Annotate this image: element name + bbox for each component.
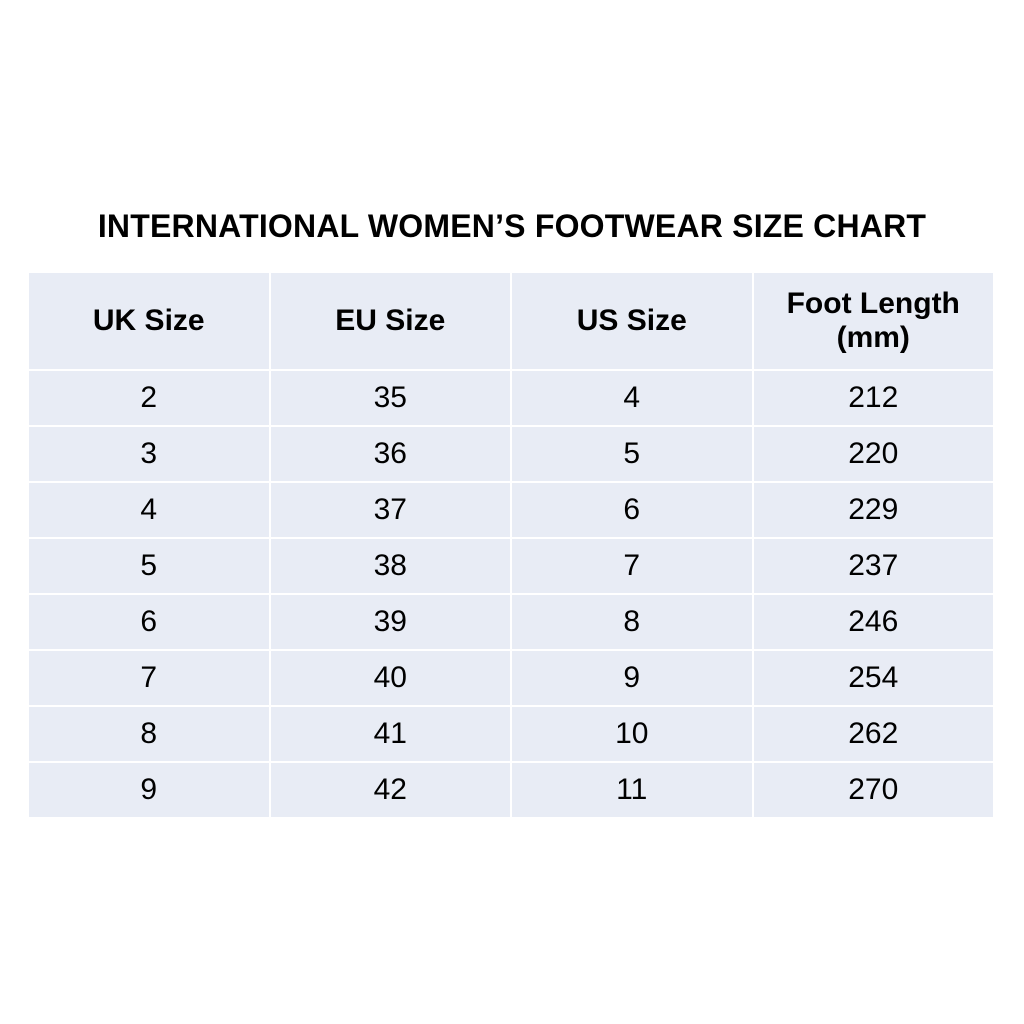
table-row: 4 37 6 229 (27, 481, 995, 539)
cell-us-size: 4 (510, 369, 754, 427)
header-eu-size: EU Size (268, 271, 512, 371)
cell-uk-size: 4 (27, 481, 271, 539)
header-row: UK Size EU Size US Size Foot Length (mm) (27, 271, 995, 371)
cell-foot-length: 270 (751, 761, 995, 819)
table-row: 6 39 8 246 (27, 593, 995, 651)
chart-title: INTERNATIONAL WOMEN’S FOOTWEAR SIZE CHAR… (97, 208, 927, 244)
cell-us-size: 5 (510, 425, 754, 483)
cell-foot-length: 246 (751, 593, 995, 651)
cell-us-size: 11 (510, 761, 754, 819)
cell-foot-length: 229 (751, 481, 995, 539)
cell-eu-size: 35 (268, 369, 512, 427)
header-foot-length-line1: Foot Length (786, 287, 960, 320)
cell-foot-length: 237 (751, 537, 995, 595)
cell-eu-size: 39 (268, 593, 512, 651)
cell-foot-length: 220 (751, 425, 995, 483)
table-row: 5 38 7 237 (27, 537, 995, 595)
cell-us-size: 10 (510, 705, 754, 763)
cell-uk-size: 6 (27, 593, 271, 651)
table-row: 3 36 5 220 (27, 425, 995, 483)
header-foot-length: Foot Length (mm) (751, 271, 995, 371)
cell-eu-size: 36 (268, 425, 512, 483)
cell-uk-size: 9 (27, 761, 271, 819)
header-foot-length-line2: (mm) (836, 321, 910, 354)
cell-eu-size: 38 (268, 537, 512, 595)
table-row: 2 35 4 212 (27, 369, 995, 427)
cell-eu-size: 42 (268, 761, 512, 819)
cell-uk-size: 5 (27, 537, 271, 595)
table-row: 9 42 11 270 (27, 761, 995, 819)
cell-uk-size: 8 (27, 705, 271, 763)
cell-foot-length: 262 (751, 705, 995, 763)
table-row: 7 40 9 254 (27, 649, 995, 707)
cell-us-size: 7 (510, 537, 754, 595)
cell-eu-size: 40 (268, 649, 512, 707)
cell-uk-size: 7 (27, 649, 271, 707)
header-uk-size: UK Size (27, 271, 271, 371)
cell-eu-size: 41 (268, 705, 512, 763)
cell-foot-length: 254 (751, 649, 995, 707)
size-chart-table: UK Size EU Size US Size Foot Length (mm) … (27, 271, 995, 819)
cell-uk-size: 2 (27, 369, 271, 427)
cell-uk-size: 3 (27, 425, 271, 483)
cell-eu-size: 37 (268, 481, 512, 539)
cell-us-size: 6 (510, 481, 754, 539)
table-row: 8 41 10 262 (27, 705, 995, 763)
cell-foot-length: 212 (751, 369, 995, 427)
cell-us-size: 8 (510, 593, 754, 651)
header-us-size: US Size (510, 271, 754, 371)
cell-us-size: 9 (510, 649, 754, 707)
